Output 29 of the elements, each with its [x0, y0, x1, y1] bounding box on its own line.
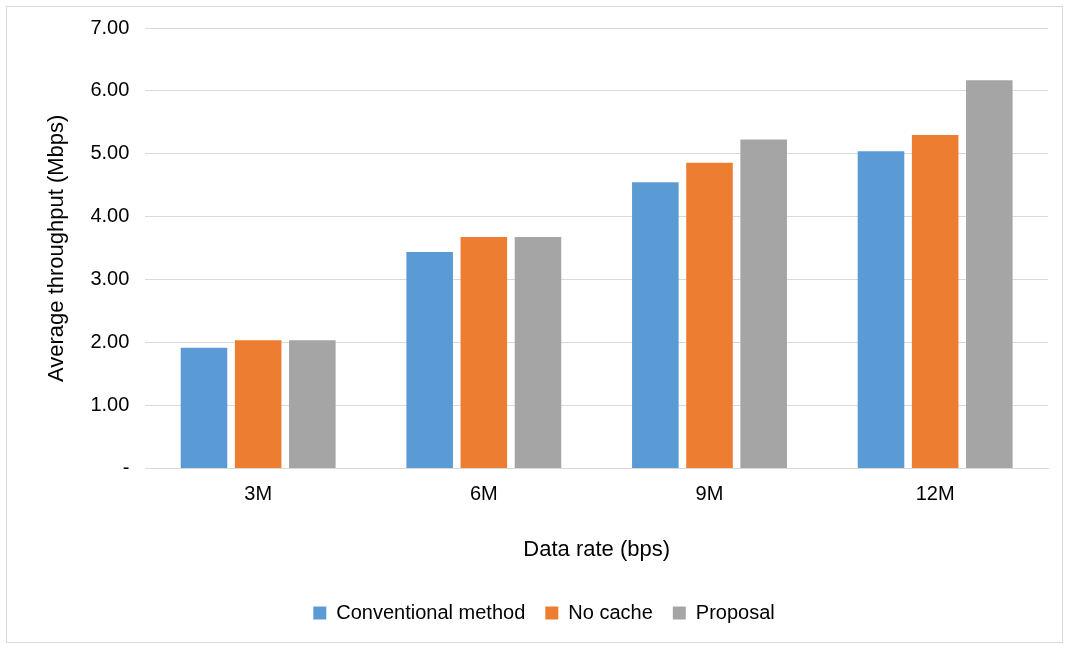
- bar: [460, 236, 508, 469]
- y-tick-label: 1.00: [90, 393, 130, 416]
- bar: [632, 182, 679, 469]
- legend-label: Conventional method: [336, 600, 526, 623]
- y-tick-label: 5.00: [90, 141, 130, 164]
- y-tick-label: 3.00: [90, 267, 130, 290]
- y-tick-label: -: [122, 456, 130, 479]
- bar: [857, 151, 905, 469]
- y-axis-title: Average throughput (Mbps): [43, 114, 69, 383]
- bar: [180, 347, 228, 469]
- bar: [514, 236, 562, 469]
- bar: [234, 340, 282, 469]
- legend-label: No cache: [568, 600, 653, 623]
- bar: [406, 252, 453, 469]
- bar: [686, 162, 733, 469]
- y-tick-label: 2.00: [90, 330, 130, 353]
- bar: [911, 135, 959, 469]
- x-tick-label: 9M: [695, 482, 724, 505]
- legend-label: Proposal: [695, 600, 775, 623]
- bar: [289, 340, 336, 469]
- bar: [966, 80, 1013, 469]
- y-tick-label: 4.00: [90, 204, 130, 227]
- x-axis-title: Data rate (bps): [523, 535, 671, 561]
- y-tick-label: 7.00: [90, 15, 130, 38]
- y-tick-label: 6.00: [90, 78, 130, 101]
- x-tick-label: 6M: [469, 482, 498, 505]
- x-tick-label: 12M: [915, 482, 955, 505]
- x-tick-label: 3M: [244, 482, 273, 505]
- bar: [740, 139, 787, 469]
